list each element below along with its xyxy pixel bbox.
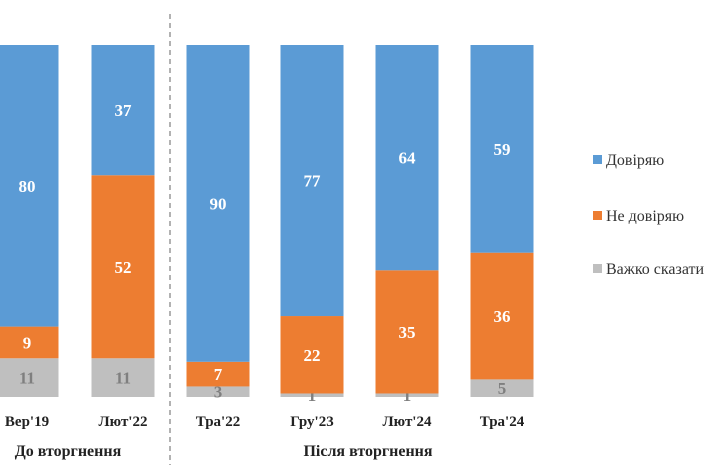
legend-label-1: Не довіряю [606,208,684,225]
bar-не-довіряю-0 [0,326,59,359]
bar-важко-сказати-0 [0,358,59,397]
bar-важко-сказати-5 [470,379,534,397]
bar-важко-сказати-2 [186,386,250,397]
data-label-довіряю-3: 77 [304,172,322,191]
bar-важко-сказати-3 [280,393,344,397]
legend-swatch-1 [593,211,602,220]
x-tick-label-2: Тра'22 [196,414,240,430]
x-tick-label-4: Лют'24 [383,414,432,430]
data-label-довіряю-5: 59 [494,140,511,159]
bar-не-довіряю-2 [186,361,250,387]
legend-label-0: Довіряю [606,152,664,169]
data-label-довіряю-0: 80 [19,177,36,196]
data-label-важко-сказати-1: 11 [115,369,131,388]
data-label-не-довіряю-5: 36 [494,307,511,326]
data-label-важко-сказати-0: 11 [19,369,35,388]
bar-важко-сказати-4 [375,393,439,397]
x-tick-label-5: Тра'24 [480,414,525,430]
bar-довіряю-0 [0,45,59,327]
legend-swatch-2 [593,264,602,273]
bar-довіряю-4 [375,45,439,271]
bar-не-довіряю-3 [280,316,344,394]
bar-не-довіряю-4 [375,270,439,394]
data-label-важко-сказати-4: 1 [403,386,412,405]
bar-важко-сказати-1 [91,358,155,397]
x-tick-label-1: Лют'22 [99,414,148,430]
group-label-1: Після вторгнення [303,443,432,460]
data-label-не-довіряю-1: 52 [115,258,132,277]
legend-label-2: Важко сказати [606,261,705,278]
data-label-важко-сказати-3: 1 [308,386,317,405]
data-label-не-довіряю-2: 7 [214,365,223,384]
bar-довіряю-1 [91,45,155,176]
legend-swatch-0 [593,155,602,164]
group-label-0: До вторгнення [15,443,122,460]
data-label-довіряю-1: 37 [115,101,133,120]
bar-довіряю-2 [186,45,250,362]
data-label-довіряю-2: 90 [210,194,227,213]
data-label-не-довіряю-4: 35 [399,323,416,342]
bar-довіряю-5 [470,45,534,253]
data-label-важко-сказати-5: 5 [498,379,507,398]
data-label-довіряю-4: 64 [399,149,417,168]
data-label-важко-сказати-2: 3 [214,383,223,402]
x-tick-label-0: Вер'19 [5,414,49,430]
x-tick-label-3: Гру'23 [290,414,333,430]
data-label-не-довіряю-3: 22 [304,346,321,365]
data-label-не-довіряю-0: 9 [23,333,32,352]
bar-не-довіряю-1 [91,175,155,359]
bar-не-довіряю-5 [470,252,534,380]
bar-довіряю-3 [280,45,344,317]
